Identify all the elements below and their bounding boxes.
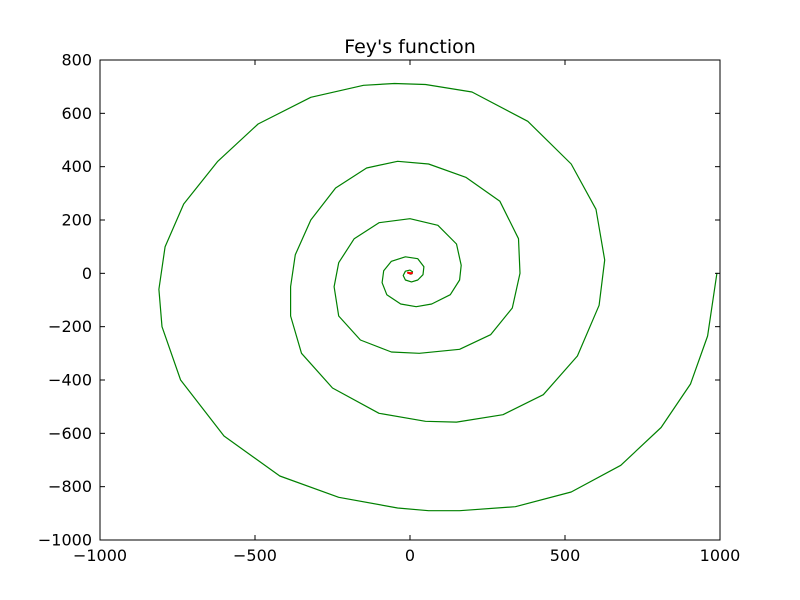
y-tick-label: −1000 — [38, 531, 92, 550]
x-tick-label: 1000 — [700, 546, 741, 565]
x-tick-label: 500 — [550, 546, 581, 565]
y-tick-label: 600 — [61, 104, 92, 123]
plot-area — [158, 82, 718, 512]
y-tick-label: −400 — [48, 371, 92, 390]
chart-title: Fey's function — [344, 36, 476, 58]
y-tick-label: −200 — [48, 317, 92, 336]
y-tick-label: −600 — [48, 424, 92, 443]
x-tick-label: −1000 — [73, 546, 127, 565]
y-tick-label: 200 — [61, 211, 92, 230]
axes: −1000 −500 0 500 1000 800 600 400 200 0 −200 −400 −6… — [38, 51, 740, 566]
y-tick-label: −800 — [48, 477, 92, 496]
y-tick-label: 400 — [61, 157, 92, 176]
x-tick-label: −500 — [233, 546, 277, 565]
y-tick-label: 800 — [61, 51, 92, 70]
y-tick-label: 0 — [82, 264, 92, 283]
series-line-1 — [407, 271, 413, 275]
series-line-0 — [158, 82, 718, 512]
x-tick-label: 0 — [405, 546, 415, 565]
